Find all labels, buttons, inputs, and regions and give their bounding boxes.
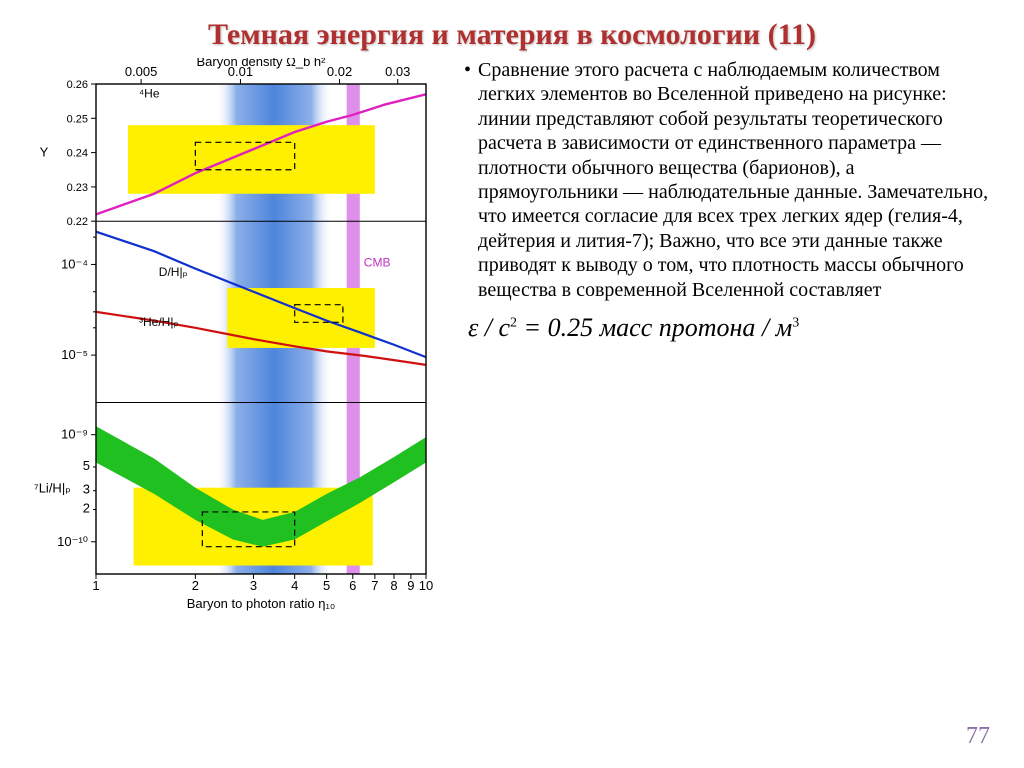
svg-text:0.005: 0.005 [125, 64, 158, 79]
svg-text:⁷Li/H|ₚ: ⁷Li/H|ₚ [34, 480, 71, 495]
chart-area: ⁴He D/H|ₚ ³He/H|ₚ 0.22 0.23 0.24 0.25 0.26 Y 10⁻⁵… [18, 58, 448, 618]
svg-text:0.24: 0.24 [67, 148, 88, 160]
svg-text:5: 5 [83, 458, 90, 473]
svg-text:2: 2 [192, 578, 199, 593]
svg-text:4: 4 [291, 578, 298, 593]
svg-text:0.23: 0.23 [67, 182, 88, 194]
svg-text:10⁻¹⁰: 10⁻¹⁰ [57, 534, 88, 549]
svg-text:Baryon density Ω_b h²: Baryon density Ω_b h² [197, 58, 327, 69]
svg-text:0.02: 0.02 [327, 64, 352, 79]
svg-text:0.25: 0.25 [67, 113, 88, 125]
svg-text:D/H|ₚ: D/H|ₚ [159, 265, 188, 279]
mass-density-formula: ε / c2 = 0.25 масс протона / м3 [464, 312, 996, 344]
svg-text:0.26: 0.26 [67, 79, 88, 91]
svg-text:0.03: 0.03 [385, 64, 410, 79]
svg-text:8: 8 [390, 578, 397, 593]
svg-text:3: 3 [250, 578, 257, 593]
body-text: Сравнение этого расчета с наблюдаемым ко… [478, 58, 996, 302]
svg-text:Y: Y [40, 145, 49, 160]
svg-text:³He/H|ₚ: ³He/H|ₚ [139, 315, 179, 329]
svg-text:10: 10 [419, 578, 433, 593]
svg-text:3: 3 [83, 482, 90, 497]
bbn-chart-svg: ⁴He D/H|ₚ ³He/H|ₚ 0.22 0.23 0.24 0.25 0.26 Y 10⁻⁵… [18, 58, 438, 618]
svg-text:10⁻⁹: 10⁻⁹ [61, 427, 88, 442]
svg-text:2: 2 [83, 501, 90, 516]
svg-text:Baryon to photon ratio η₁₀: Baryon to photon ratio η₁₀ [187, 596, 336, 611]
body-paragraph: • Сравнение этого расчета с наблюдаемым … [464, 58, 996, 302]
slide-title: Темная энергия и материя в космологии (1… [0, 0, 1024, 52]
svg-text:CMB: CMB [364, 256, 391, 270]
svg-text:0.22: 0.22 [67, 216, 88, 228]
svg-text:10⁻⁴: 10⁻⁴ [61, 256, 88, 271]
svg-text:6: 6 [349, 578, 356, 593]
page-number: 77 [966, 723, 990, 750]
svg-text:⁴He: ⁴He [139, 87, 160, 101]
svg-text:7: 7 [371, 578, 378, 593]
svg-text:10⁻⁵: 10⁻⁵ [61, 347, 88, 362]
svg-text:1: 1 [92, 578, 99, 593]
svg-text:9: 9 [407, 578, 414, 593]
svg-text:5: 5 [323, 578, 330, 593]
